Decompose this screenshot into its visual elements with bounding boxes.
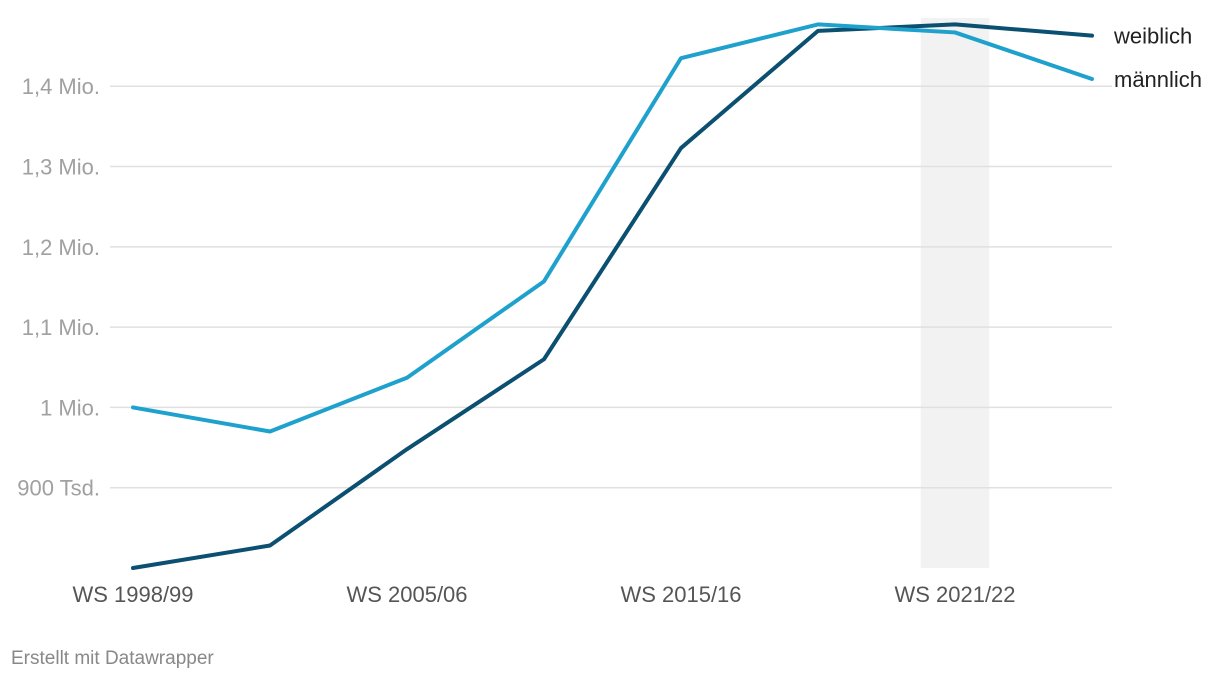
x-tick-label: WS 2015/16 xyxy=(620,582,741,607)
series-label: männlich xyxy=(1114,67,1202,92)
y-tick-label: 1,3 Mio. xyxy=(22,155,100,180)
x-tick-label: WS 2005/06 xyxy=(346,582,467,607)
y-tick-label: 900 Tsd. xyxy=(17,476,100,501)
highlight-band-layer xyxy=(920,18,990,568)
series-layer xyxy=(131,22,1094,570)
series-labels: weiblich männlich xyxy=(1113,24,1202,92)
y-axis-labels: 900 Tsd. 1 Mio. 1,1 Mio. 1,2 Mio. 1,3 Mio. 1,… xyxy=(17,74,100,500)
credit-text: Erstellt mit Datawrapper xyxy=(11,648,214,669)
y-tick-label: 1,1 Mio. xyxy=(22,315,100,340)
grid-layer xyxy=(110,85,1112,489)
x-tick-label: WS 1998/99 xyxy=(72,582,193,607)
series-label: weiblich xyxy=(1113,24,1192,49)
series-line-männlich xyxy=(131,22,1094,434)
highlight-band xyxy=(920,18,990,568)
x-tick-label: WS 2021/22 xyxy=(894,582,1015,607)
series-line-weiblich xyxy=(131,22,1094,570)
line-chart: 900 Tsd. 1 Mio. 1,1 Mio. 1,2 Mio. 1,3 Mio. 1,… xyxy=(17,18,1202,607)
y-tick-label: 1 Mio. xyxy=(40,395,100,420)
x-axis-labels: WS 1998/99 WS 2005/06 WS 2015/16 WS 2021/22 xyxy=(72,582,1015,607)
y-tick-label: 1,2 Mio. xyxy=(22,235,100,260)
y-tick-label: 1,4 Mio. xyxy=(22,74,100,99)
